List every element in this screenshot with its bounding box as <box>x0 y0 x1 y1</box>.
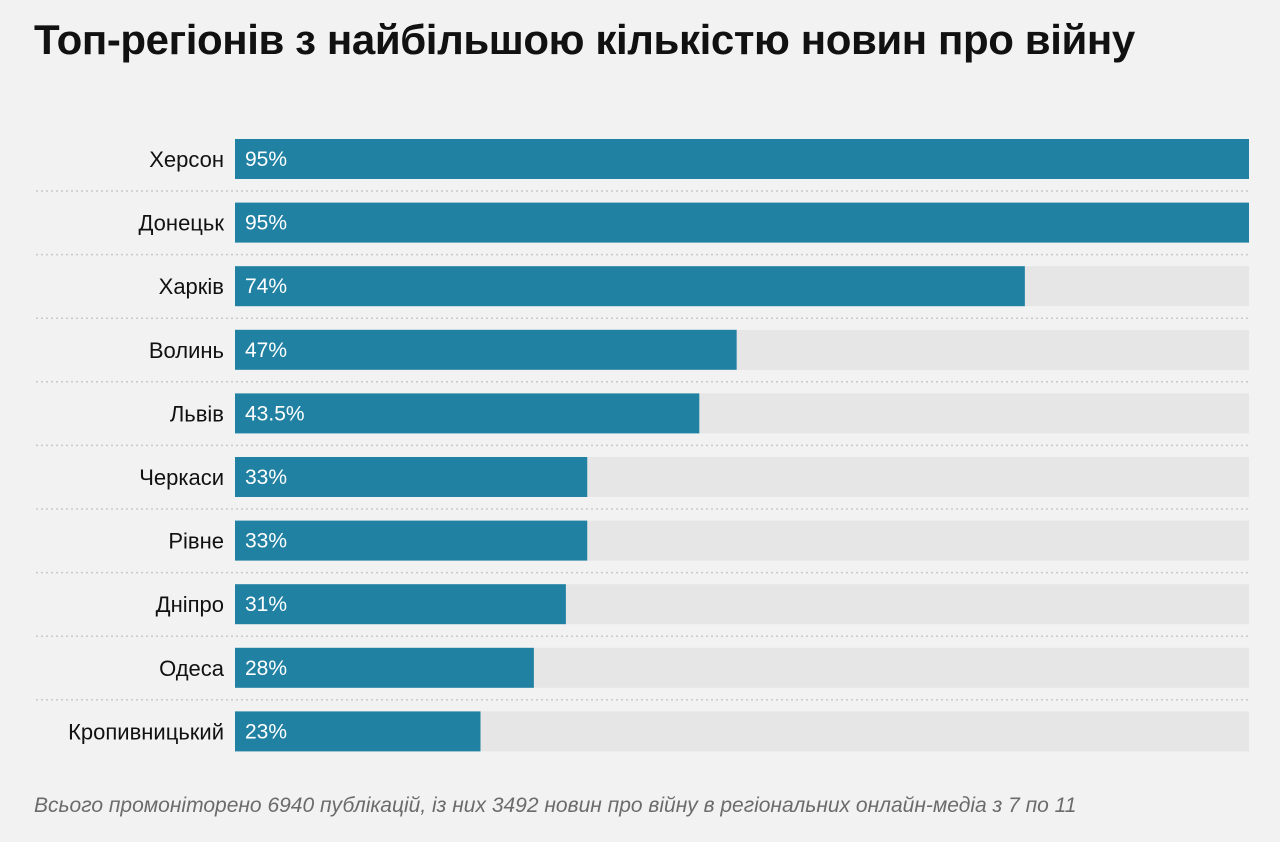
category-label: Волинь <box>149 338 224 363</box>
bar <box>235 711 481 752</box>
category-label: Рівне <box>168 529 224 554</box>
value-label: 31% <box>245 593 287 616</box>
chart-title: Топ-регіонів з найбільшою кількістю нови… <box>34 16 1135 63</box>
bar <box>235 584 566 625</box>
category-label: Одеса <box>159 656 225 681</box>
value-label: 95% <box>245 148 287 171</box>
bar <box>235 202 1249 243</box>
value-label: 74% <box>245 275 287 298</box>
category-label: Кропивницький <box>68 719 224 744</box>
bar <box>235 520 588 561</box>
category-label: Херсон <box>149 147 224 172</box>
category-label: Донецьк <box>139 211 225 236</box>
footnote: Всього промоніторено 6940 публікацій, із… <box>34 794 1077 817</box>
value-label: 43.5% <box>245 402 305 425</box>
category-label: Харків <box>159 274 224 299</box>
value-label: 33% <box>245 466 287 489</box>
bar <box>235 139 1249 179</box>
category-label: Дніпро <box>156 592 224 617</box>
category-label: Львів <box>170 401 224 426</box>
value-label: 47% <box>245 339 287 362</box>
value-label: 28% <box>245 657 287 680</box>
bar <box>235 266 1025 307</box>
bar <box>235 329 737 370</box>
value-label: 33% <box>245 530 287 553</box>
bar <box>235 457 588 497</box>
value-label: 23% <box>245 720 287 743</box>
value-label: 95% <box>245 212 287 235</box>
bar <box>235 393 700 434</box>
category-label: Черкаси <box>139 465 224 490</box>
bar <box>235 647 534 688</box>
